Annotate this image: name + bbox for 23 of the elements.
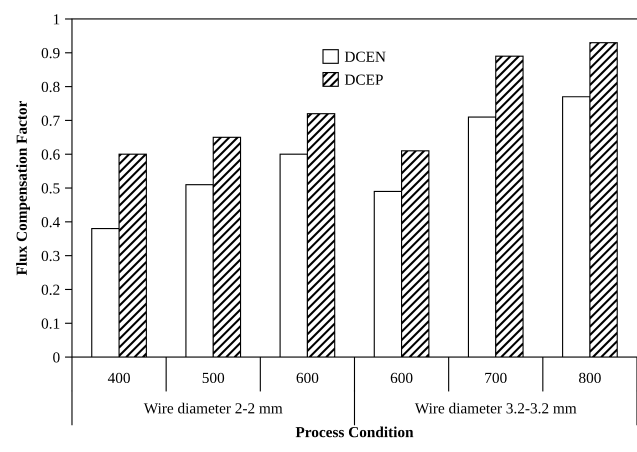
x-tick-label: 600	[390, 372, 412, 384]
y-tick-label: 0.4	[42, 216, 60, 228]
text: Wire diameter 2-2 mm	[144, 402, 282, 414]
x-tick-label: 700	[485, 372, 507, 384]
y-tick-label: 0	[53, 352, 60, 363]
x-tick-label: 500	[202, 372, 224, 384]
x-tick-label: 800	[579, 372, 601, 384]
legend-label: DCEP	[344, 74, 383, 85]
y-tick-label: 0.7	[42, 116, 60, 126]
y-tick-label: 0.8	[42, 82, 60, 92]
y-axis-title: Flux Compensation Factor	[16, 100, 30, 276]
y-tick-label: 0.5	[42, 183, 60, 194]
y-tick-label: 0.9	[42, 48, 60, 58]
x-axis-title: Process Condition	[296, 426, 414, 438]
x-tick-label: 400	[108, 372, 130, 384]
x-tick-label: 600	[296, 372, 318, 384]
y-tick-label: 0.1	[42, 318, 60, 329]
y-tick-label: 1	[54, 14, 60, 24]
y-tick-label: 0.3	[42, 250, 60, 262]
y-tick-label: 0.2	[42, 284, 60, 295]
text: Wire diameter 3.2-3.2 mm	[414, 402, 576, 414]
legend-label: DCEN	[344, 52, 386, 62]
y-tick-label: 0.6	[42, 149, 60, 160]
